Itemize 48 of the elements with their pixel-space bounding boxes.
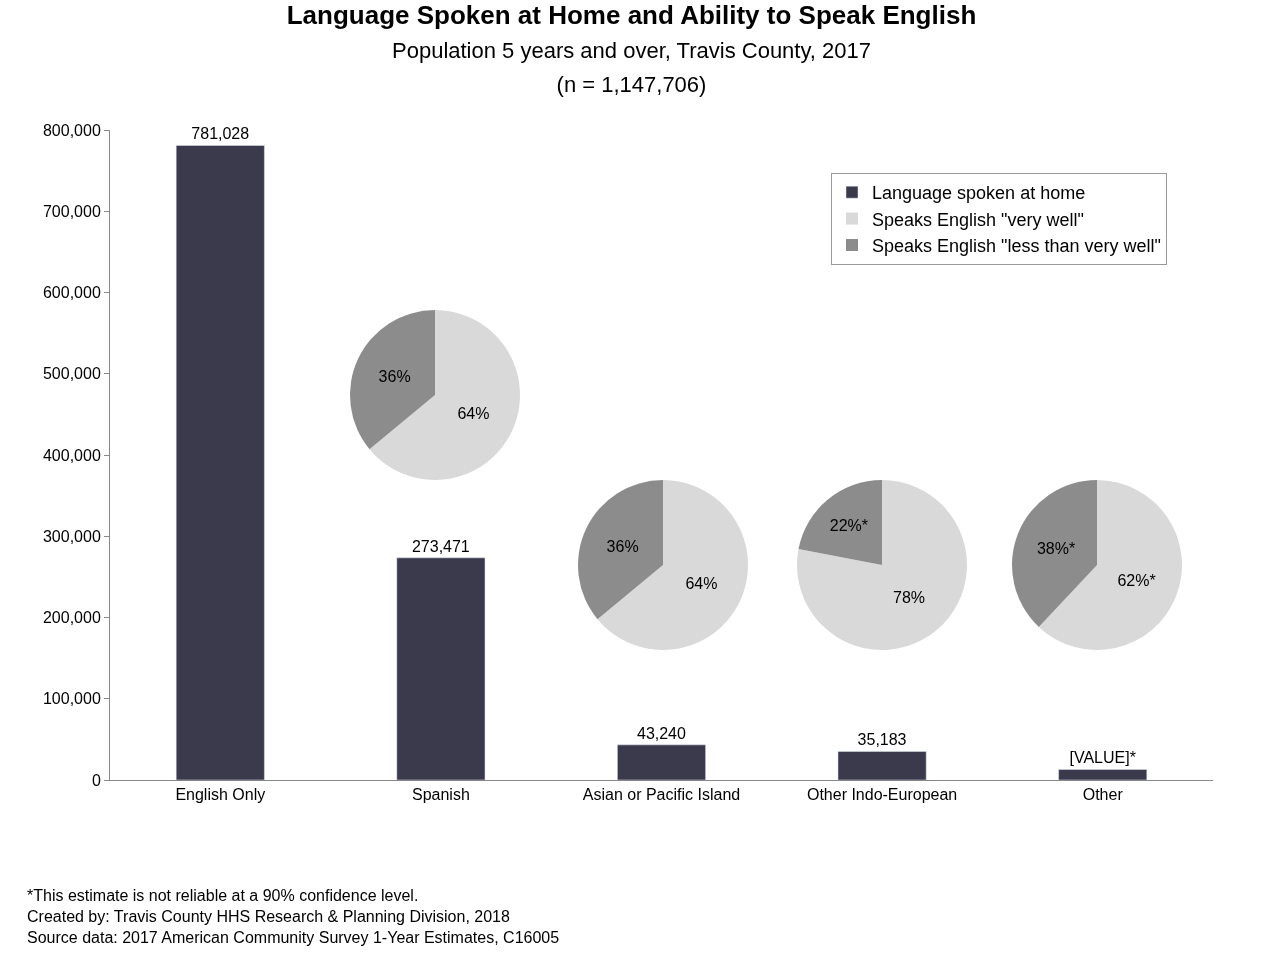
y-tick-label: 700,000 (42, 202, 101, 220)
y-tick-label: 300,000 (42, 527, 101, 545)
pie-slice (597, 480, 748, 650)
source-note: Source data: 2017 American Community Survey 1-Year Estimates, C16005 (27, 929, 560, 946)
data-label: 22%* (829, 516, 869, 534)
pie-slice (350, 310, 435, 450)
data-label: 36% (378, 367, 411, 385)
data-label: 43,240 (636, 724, 687, 742)
y-tick-label: 500,000 (42, 365, 101, 383)
text: Created by: Travis County HHS Research & Planning Division, 2018 (27, 908, 510, 925)
data-label: 35,183 (857, 731, 907, 749)
chart-title: Language Spoken at Home and Ability to Speak English (286, 0, 977, 31)
bar (617, 744, 706, 780)
data-label: 78% (893, 589, 926, 607)
data-label: 38%* (1036, 540, 1076, 558)
y-tick-label: 600,000 (42, 284, 101, 302)
legend-label: Speaks English "less than very well" (872, 236, 1161, 257)
data-label: 64% (685, 574, 718, 592)
pie-slice (797, 480, 967, 650)
y-tick-label: 400,000 (42, 446, 101, 464)
x-tick-label: English Only (175, 786, 266, 804)
pie-slice (1012, 480, 1097, 627)
y-tick-label: 200,000 (42, 609, 101, 627)
data-label: 36% (606, 537, 639, 555)
data-label: 273,471 (411, 537, 470, 555)
bar (837, 751, 927, 780)
pie-slice (798, 480, 882, 565)
pie-slice (578, 480, 663, 620)
pie-slice (369, 310, 520, 480)
chart-subtitle: Population 5 years and over, Travis County, 2017 (n = 1,147,706) (392, 37, 871, 97)
data-label: 62%* (1117, 572, 1156, 590)
bar (1058, 769, 1148, 780)
legend-label: Speaks English "very well" (872, 209, 1084, 230)
y-tick-label: 100,000 (42, 690, 101, 708)
pie-slice (1038, 480, 1182, 650)
y-tick-label: 0 (91, 771, 101, 789)
x-tick-label: Spanish (411, 786, 470, 804)
data-label: 781,028 (191, 125, 250, 143)
y-tick-label: 800,000 (42, 121, 101, 139)
text: *This estimate is not reliable at a 90% confidence level. (27, 887, 419, 904)
x-tick-label: Other (1082, 786, 1124, 804)
x-tick-label: Other Indo-European (806, 786, 958, 804)
legend-label: Language spoken at home (872, 183, 1086, 204)
bar (396, 557, 486, 780)
bar (175, 145, 265, 780)
data-label: 64% (457, 404, 490, 422)
x-tick-label: Asian or Pacific Island (582, 786, 741, 804)
data-label: [VALUE]* (1069, 749, 1136, 767)
